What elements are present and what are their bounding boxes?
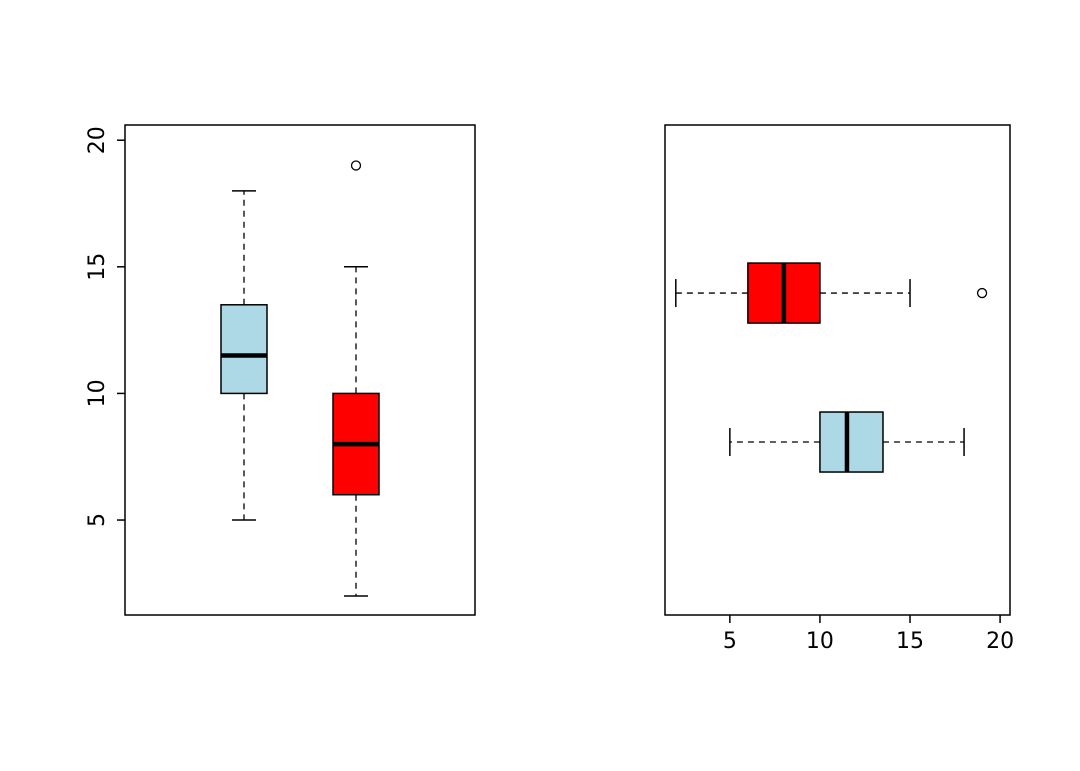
x-axis-tick-label: 15 [896,629,924,654]
x-axis-tick-label: 20 [986,629,1014,654]
outlier-point [350,160,362,171]
y-axis-tick-label: 20 [85,126,110,154]
y-axis-tick-label: 5 [85,513,110,527]
x-axis-tick-label: 10 [806,629,834,654]
vertical-boxplot-chart: 5 10 15 20 [85,124,476,616]
box-group-1-lightblue [220,304,268,395]
y-axis-tick-label: 15 [85,253,110,281]
outlier-point [976,287,988,299]
plot-frame [124,124,476,616]
box-group-1-lightblue [819,411,884,473]
horizontal-boxplot-chart: 5 10 15 20 [664,124,1014,654]
plot-frame [664,124,1011,616]
x-axis-tick-label: 5 [723,629,737,654]
y-axis-tick-label: 10 [85,379,110,407]
